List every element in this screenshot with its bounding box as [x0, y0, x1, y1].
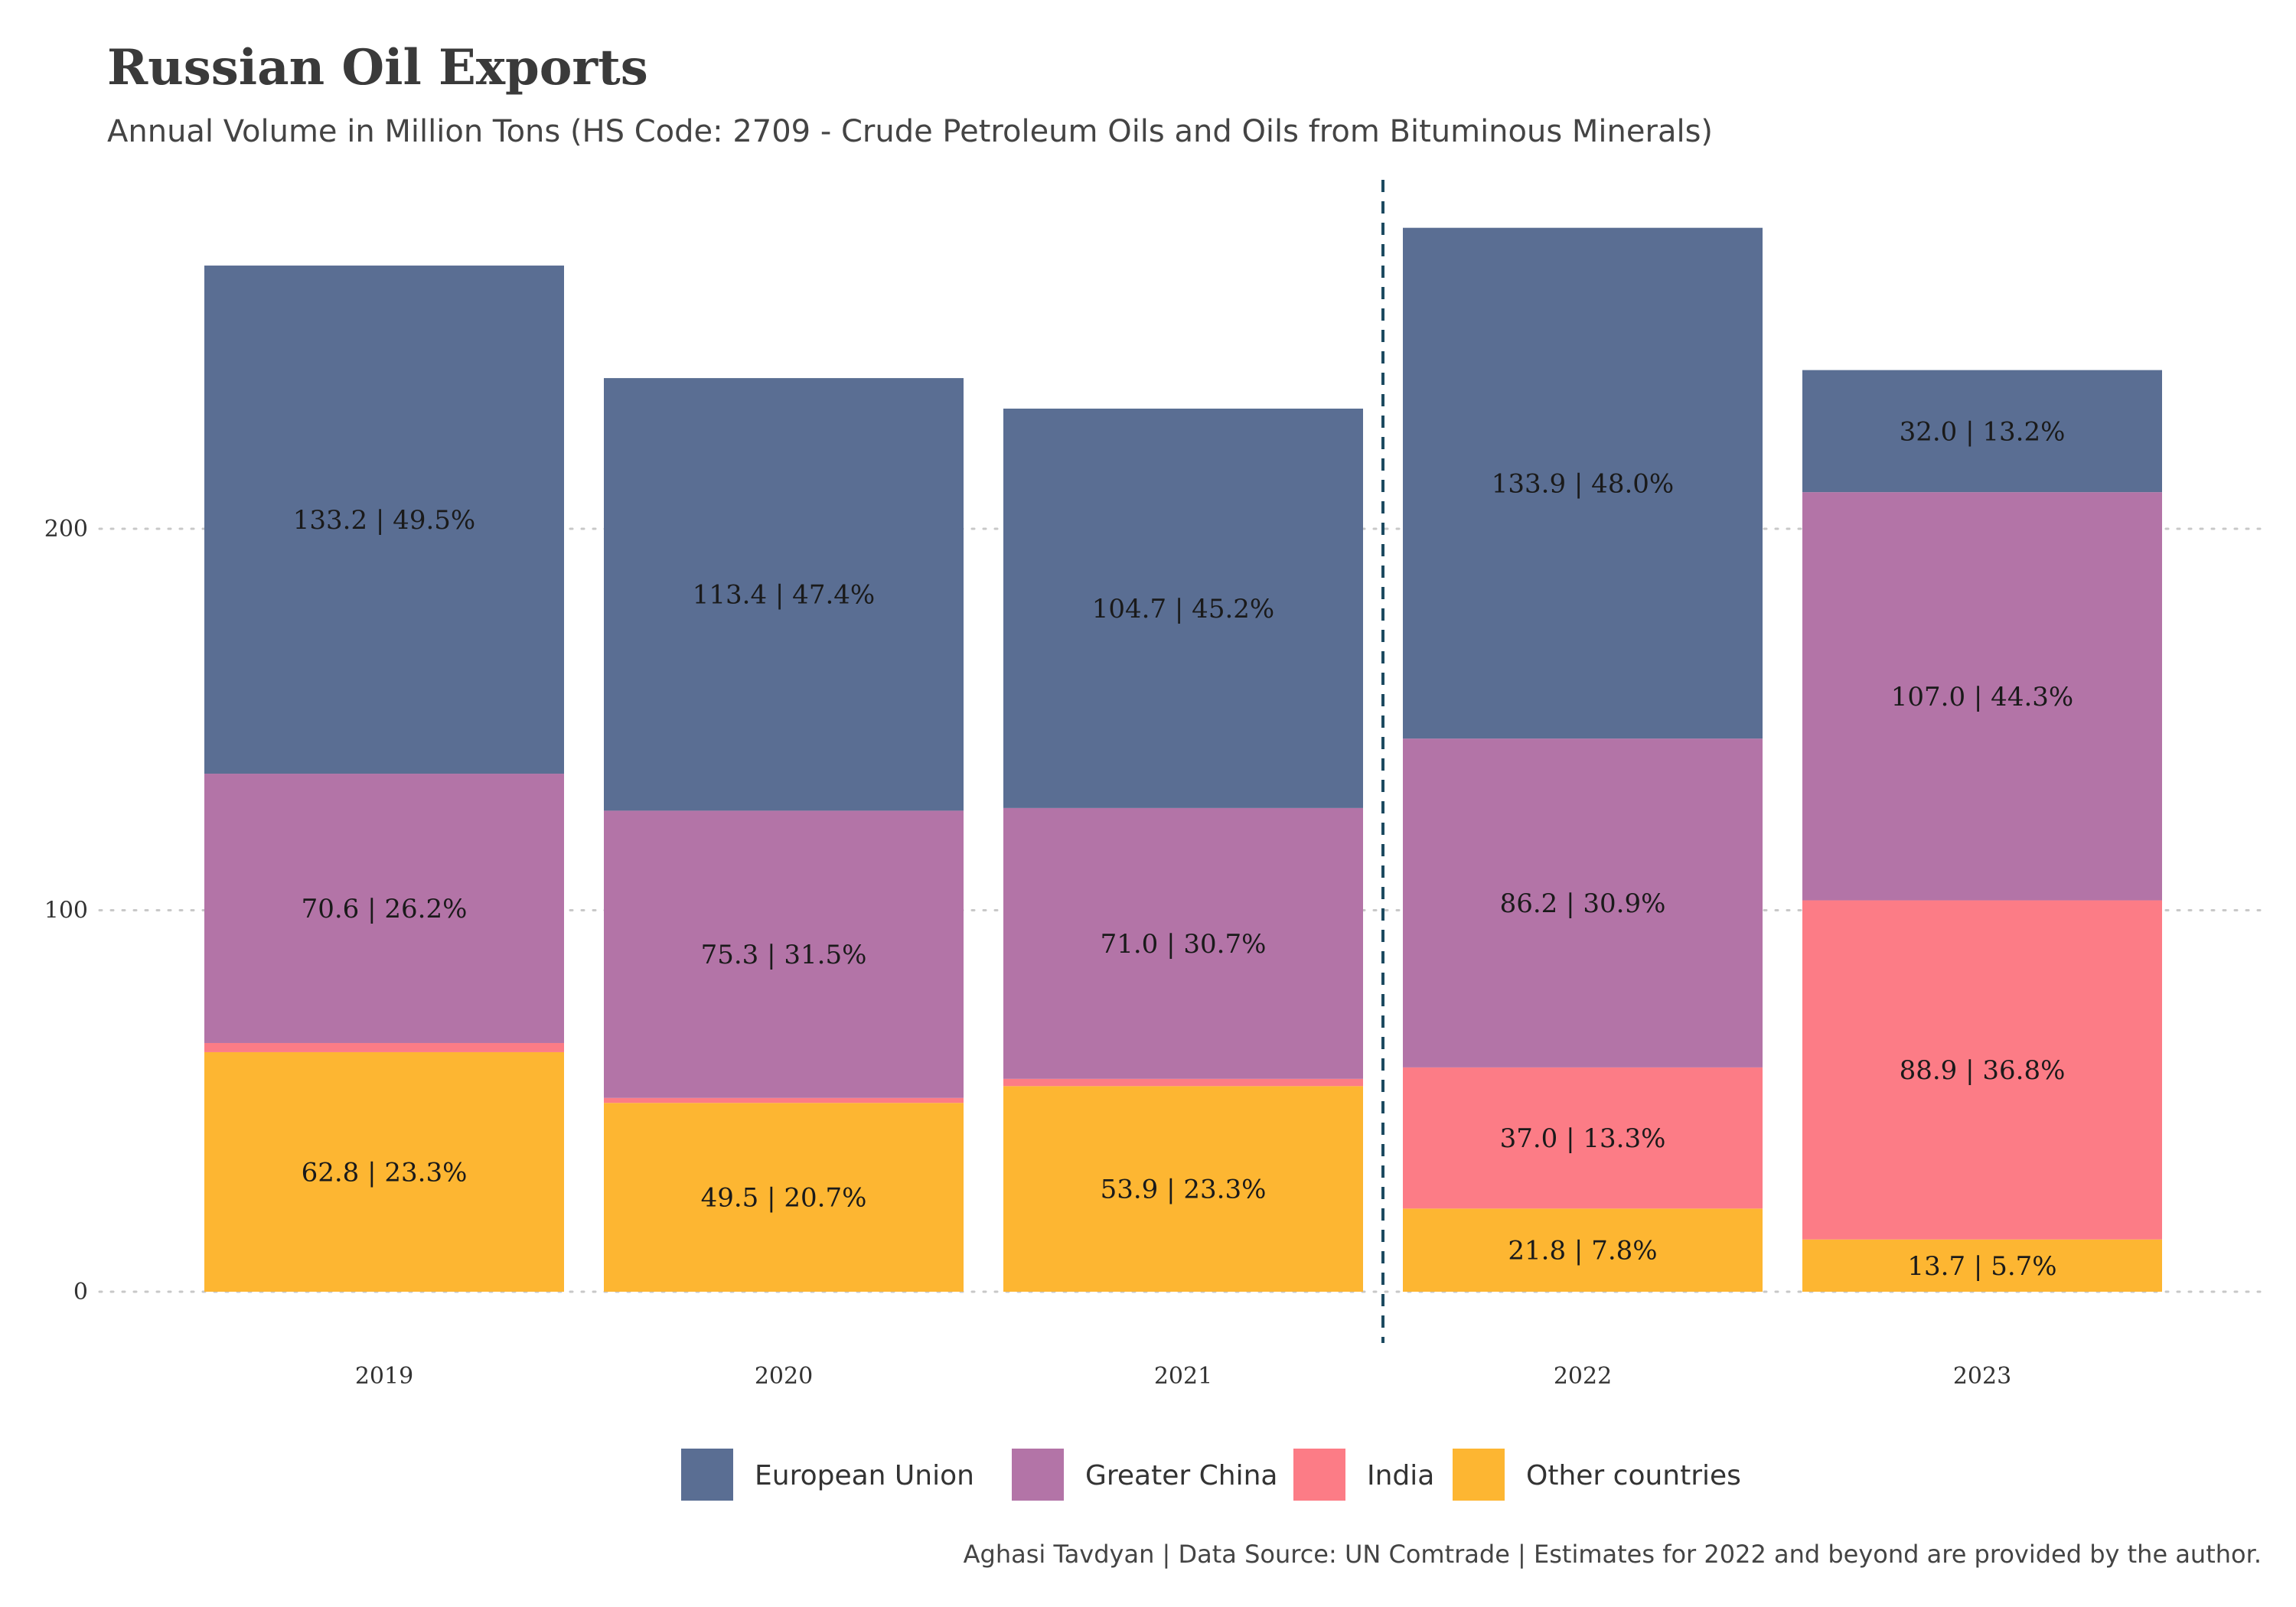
segment-label: 88.9 | 36.8% [1900, 1055, 2066, 1086]
legend-item-european-union: European Union [681, 1449, 974, 1501]
segment-label: 32.0 | 13.2% [1900, 416, 2066, 447]
legend-item-other-countries: Other countries [1453, 1449, 1741, 1501]
chart-caption: Aghasi Tavdyan | Data Source: UN Comtrad… [964, 1540, 2262, 1569]
legend-label: India [1367, 1460, 1434, 1491]
bar-european-union-2021 [1003, 408, 1363, 808]
segment-label: 71.0 | 30.7% [1101, 929, 1267, 960]
x-tick-label: 2021 [1154, 1363, 1212, 1390]
legend-item-greater-china: Greater China [1012, 1449, 1277, 1501]
chart-subtitle: Annual Volume in Million Tons (HS Code: … [107, 114, 1713, 149]
x-tick-label: 2022 [1554, 1363, 1612, 1390]
bar-india-2023 [1802, 900, 2162, 1240]
y-tick-label: 0 [73, 1279, 88, 1305]
legend: European Union Greater China India Other co… [681, 1449, 1741, 1501]
segment-label: 133.9 | 48.0% [1492, 468, 1674, 499]
x-tick-label: 2020 [755, 1363, 813, 1390]
y-axis: 0 100 200 [44, 516, 88, 1305]
segment-label: 49.5 | 20.7% [701, 1183, 867, 1214]
chart-title: Russian Oil Exports [107, 39, 648, 96]
legend-label: European Union [755, 1460, 974, 1491]
bar-india-2021 [1003, 1078, 1363, 1087]
legend-swatch [1293, 1449, 1345, 1501]
bar-european-union-2019 [204, 266, 564, 774]
legend-label: Other countries [1526, 1460, 1741, 1491]
bar-european-union-2023 [1802, 370, 2162, 493]
segment-label: 70.6 | 26.2% [302, 894, 468, 924]
segment-label: 113.4 | 47.4% [693, 580, 875, 611]
segment-label: 104.7 | 45.2% [1092, 594, 1274, 624]
bar-other-countries-2023 [1802, 1239, 2162, 1292]
segment-label: 13.7 | 5.7% [1907, 1251, 2056, 1282]
bar-other-countries-2021 [1003, 1086, 1363, 1292]
bar-other-countries-2019 [204, 1051, 564, 1292]
bar-other-countries-2022 [1403, 1208, 1763, 1292]
bar-greater-china-2020 [604, 810, 964, 1098]
bar-greater-china-2022 [1403, 738, 1763, 1068]
bar-greater-china-2023 [1802, 492, 2162, 901]
segment-label: 133.2 | 49.5% [293, 505, 475, 536]
bars [204, 227, 2162, 1292]
bar-india-2019 [204, 1042, 564, 1052]
bar-greater-china-2021 [1003, 807, 1363, 1079]
legend-label: Greater China [1085, 1460, 1277, 1491]
segment-label: 86.2 | 30.9% [1500, 888, 1666, 919]
bar-greater-china-2019 [204, 774, 564, 1043]
segment-labels: 62.8 | 23.3% 70.6 | 26.2% 133.2 | 49.5% 49.… [293, 416, 2073, 1281]
x-axis: 2019 2020 2021 2022 2023 [355, 1363, 2011, 1390]
x-tick-label: 2019 [355, 1363, 413, 1390]
legend-item-india: India [1293, 1449, 1434, 1501]
segment-label: 62.8 | 23.3% [302, 1157, 468, 1188]
legend-swatch [681, 1449, 733, 1501]
segment-label: 53.9 | 23.3% [1101, 1175, 1267, 1205]
segment-label: 75.3 | 31.5% [701, 940, 867, 970]
bar-other-countries-2020 [604, 1103, 964, 1292]
bar-european-union-2020 [604, 378, 964, 811]
y-tick-label: 200 [44, 516, 88, 543]
bar-india-2022 [1403, 1067, 1763, 1209]
y-tick-label: 100 [44, 898, 88, 924]
segment-label: 21.8 | 7.8% [1508, 1236, 1657, 1266]
bar-european-union-2022 [1403, 227, 1763, 739]
segment-label: 107.0 | 44.3% [1891, 682, 2073, 712]
legend-swatch [1012, 1449, 1064, 1501]
segment-label: 37.0 | 13.3% [1500, 1123, 1666, 1154]
x-tick-label: 2023 [1953, 1363, 2011, 1390]
legend-swatch [1453, 1449, 1505, 1501]
bar-india-2020 [604, 1097, 964, 1103]
